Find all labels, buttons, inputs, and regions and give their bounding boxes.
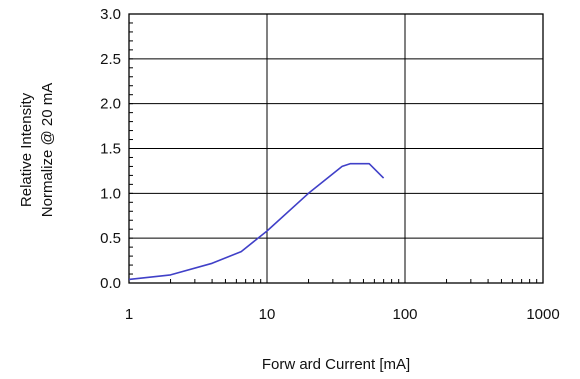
y-tick-label: 1.5 (100, 141, 121, 158)
x-tick-label: 100 (392, 306, 417, 323)
y-tick-label: 2.5 (100, 51, 121, 68)
y-tick-label: 1.0 (100, 185, 121, 202)
x-axis-title: Forw ard Current [mA] (262, 356, 410, 373)
x-tick-labels: 1 10 100 1000 (125, 306, 560, 323)
plot-area-frame (128, 13, 544, 284)
x-tick-label: 10 (259, 306, 276, 323)
y-tick-label: 3.0 (100, 6, 121, 23)
y-tick-label: 2.0 (100, 96, 121, 113)
minor-ticks (129, 13, 538, 284)
y-tick-labels: 0.0 0.5 1.0 1.5 2.0 2.5 3.0 (100, 6, 121, 292)
y-tick-label: 0.0 (100, 275, 121, 292)
series-layer (128, 162, 385, 281)
x-tick-label: 1 (125, 306, 133, 323)
y-axis-title-line-1: Relative Intensity (18, 92, 35, 207)
series-line (128, 162, 385, 281)
y-axis-title-line-2: Normalize @ 20 mA (39, 83, 56, 217)
y-tick-label: 0.5 (100, 230, 121, 247)
grid-lines (129, 14, 543, 283)
x-tick-label: 1000 (526, 306, 559, 323)
